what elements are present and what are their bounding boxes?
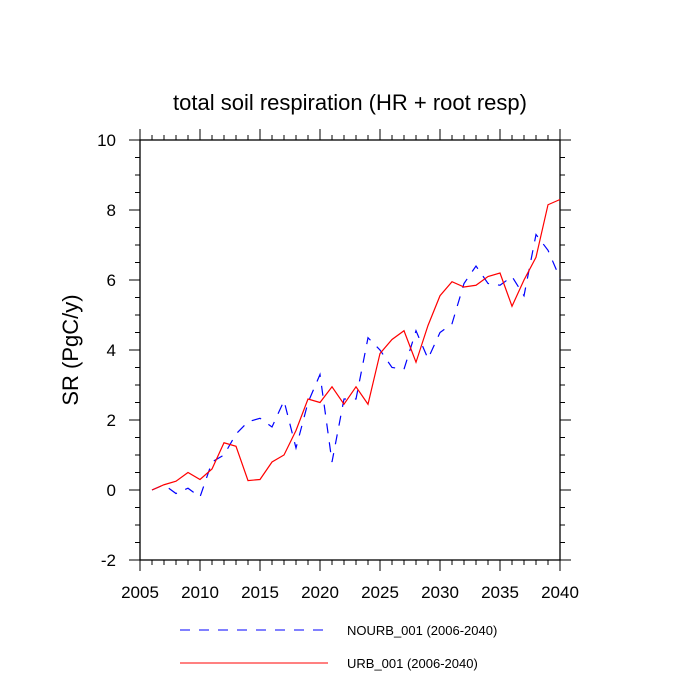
y-tick-label: 10 [97,131,116,150]
x-tick-label: 2025 [361,583,399,602]
x-tick-label: 2020 [301,583,339,602]
y-tick-label: 2 [107,411,116,430]
x-tick-label: 2010 [181,583,219,602]
x-tick-label: 2035 [481,583,519,602]
y-tick-label: -2 [101,551,116,570]
y-tick-label: 4 [107,341,116,360]
axis-tick-labels: 2005 2010 2015 2020 2025 2030 2035 2040 -2 0 2 4 6 8 1… [97,131,579,602]
legend-label: URB_001 (2006-2040) [347,656,478,671]
series-lines [151,198,561,498]
chart-title: total soil respiration (HR + root resp) [173,90,527,115]
y-tick-label: 6 [107,271,116,290]
series-line-urb [151,198,561,491]
y-tick-label: 8 [107,201,116,220]
plot-frame [139,139,561,561]
legend-label: NOURB_001 (2006-2040) [347,623,497,638]
x-tick-label: 2015 [241,583,279,602]
x-tick-label: 2030 [421,583,459,602]
y-tick-label: 0 [107,481,116,500]
x-tick-label: 2005 [121,583,159,602]
axis-ticks [129,129,571,571]
series-line-nourb [151,233,561,498]
legend: NOURB_001 (2006-2040) URB_001 (2006-2040) [180,623,497,671]
y-axis-label: SR (PgC/y) [58,294,83,405]
x-tick-label: 2040 [541,583,579,602]
